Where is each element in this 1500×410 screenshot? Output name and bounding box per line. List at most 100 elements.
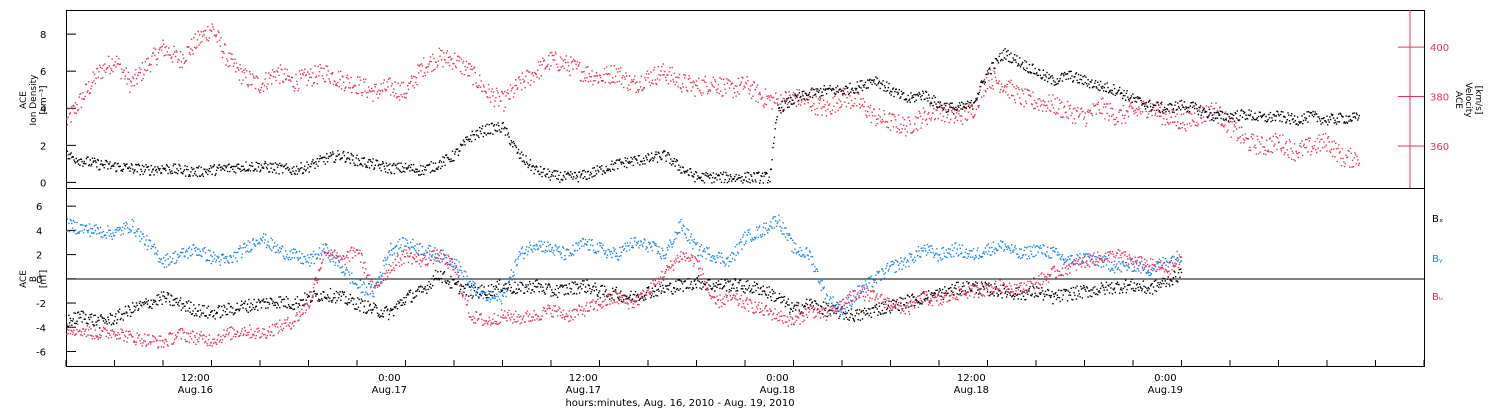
velocity-point — [569, 74, 571, 77]
velocity-point — [863, 106, 865, 108]
velocity-point — [1202, 106, 1204, 108]
velocity-point — [894, 116, 896, 118]
bx-point — [393, 314, 395, 317]
velocity-point — [883, 109, 885, 112]
density-point — [718, 174, 720, 177]
bx-point — [629, 294, 631, 296]
velocity-point — [257, 77, 259, 79]
density-point — [850, 91, 852, 93]
velocity-point — [637, 89, 639, 91]
velocity-point — [668, 71, 670, 73]
density-point — [980, 80, 983, 82]
velocity-point — [778, 110, 780, 112]
velocity-point — [925, 119, 927, 121]
density-point — [67, 158, 69, 160]
bx-point — [375, 305, 377, 307]
density-point — [1055, 83, 1058, 85]
bx-point — [589, 287, 591, 290]
density-point — [908, 99, 910, 102]
density-point — [498, 129, 501, 131]
velocity-point — [1282, 147, 1285, 149]
bx-point — [1038, 292, 1041, 294]
density-point — [1111, 92, 1113, 94]
density-point — [905, 98, 908, 101]
velocity-point — [1306, 138, 1308, 141]
velocity-point — [1012, 94, 1014, 97]
density-point — [1190, 102, 1192, 104]
bx-point — [318, 298, 320, 300]
density-point — [75, 157, 77, 160]
velocity-point — [629, 88, 631, 91]
density-point — [226, 170, 229, 173]
velocity-point — [393, 88, 395, 90]
density-point — [653, 158, 655, 160]
velocity-point — [521, 72, 523, 74]
density-point — [532, 165, 534, 167]
bx-point — [542, 289, 545, 292]
bx-point — [326, 298, 328, 300]
bx-point — [697, 279, 699, 282]
velocity-point — [1213, 107, 1216, 110]
velocity-point — [1203, 120, 1205, 123]
density-point — [385, 162, 388, 164]
velocity-point — [1198, 109, 1200, 111]
bx-point — [129, 315, 132, 318]
bx-point — [841, 306, 843, 308]
bx-point — [670, 282, 672, 285]
velocity-point — [447, 62, 449, 64]
density-point — [398, 169, 401, 171]
density-point — [1311, 114, 1313, 116]
bx-point — [957, 281, 959, 283]
velocity-point — [631, 80, 634, 83]
density-point — [567, 171, 569, 174]
density-point — [1046, 71, 1048, 74]
density-point — [117, 162, 119, 165]
velocity-point — [548, 68, 551, 71]
bx-point — [203, 305, 205, 307]
density-point — [1024, 60, 1026, 62]
velocity-point — [510, 90, 512, 92]
bx-point — [448, 281, 451, 283]
bx-point — [475, 294, 477, 296]
velocity-point — [831, 113, 833, 115]
density-point — [962, 103, 964, 105]
bx-point — [700, 282, 702, 284]
velocity-point — [315, 76, 317, 78]
velocity-point — [1007, 94, 1009, 96]
density-point — [875, 76, 877, 78]
velocity-point — [376, 93, 378, 95]
density-point — [213, 164, 216, 166]
density-point — [653, 156, 656, 158]
bx-point — [184, 305, 186, 307]
density-point — [824, 89, 826, 91]
bx-point — [128, 306, 130, 308]
bx-point — [93, 314, 95, 317]
velocity-point — [914, 123, 916, 125]
bx-point — [426, 292, 428, 294]
density-point — [372, 158, 374, 160]
velocity-point — [289, 79, 291, 81]
bx-point — [1067, 290, 1069, 292]
density-point — [588, 177, 590, 179]
density-point — [428, 164, 430, 166]
density-point — [207, 173, 209, 176]
density-point — [1168, 110, 1170, 112]
velocity-point — [694, 95, 696, 97]
velocity-point — [1155, 112, 1157, 114]
velocity-point — [100, 77, 102, 80]
density-point — [864, 81, 867, 84]
density-point — [274, 162, 277, 164]
density-point — [258, 163, 260, 165]
bx-point — [547, 284, 549, 286]
bx-point — [418, 286, 420, 288]
bx-point — [423, 288, 425, 290]
density-point — [179, 165, 181, 167]
velocity-point — [179, 66, 181, 68]
velocity-point — [1117, 120, 1119, 123]
density-point — [182, 173, 184, 175]
bx-point — [93, 324, 96, 326]
velocity-point — [667, 74, 669, 76]
velocity-point — [1189, 112, 1191, 115]
velocity-point — [412, 75, 415, 77]
velocity-point — [742, 77, 744, 79]
